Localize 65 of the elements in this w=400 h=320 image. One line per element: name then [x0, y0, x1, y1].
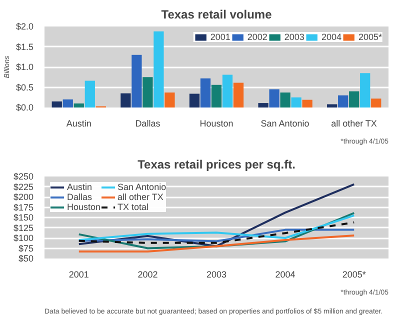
- bar: [74, 103, 84, 108]
- chart-title: Texas retail prices per sq.ft.: [138, 158, 296, 172]
- bar: [211, 84, 222, 108]
- legend-label: San Antonio: [118, 182, 166, 192]
- x-tick-label: 2004: [275, 270, 296, 280]
- bar: [258, 103, 268, 108]
- bar: [52, 101, 62, 108]
- legend-label: Austin: [67, 182, 92, 192]
- line-series: [78, 234, 356, 253]
- y-tick-label: $200: [13, 192, 34, 202]
- y-tick-label: $225: [13, 182, 34, 192]
- bar: [291, 97, 302, 108]
- bar: [302, 100, 312, 108]
- line-series: [78, 214, 356, 242]
- line-series: [78, 221, 356, 244]
- line-series: [78, 212, 356, 250]
- legend-label: all other TX: [118, 192, 164, 202]
- bar: [327, 104, 338, 108]
- y-tick-label: $0.5: [16, 82, 34, 92]
- y-tick-label: $125: [13, 222, 34, 233]
- bar: [189, 94, 200, 108]
- bar: [154, 31, 164, 108]
- bar: [349, 91, 360, 108]
- bar: [142, 77, 153, 108]
- y-tick-label: $250: [13, 172, 34, 182]
- bar: [164, 92, 175, 108]
- bar: [222, 74, 233, 108]
- x-tick-label: 2003: [206, 270, 227, 280]
- x-tick-label: all other TX: [331, 118, 377, 128]
- legend-label: 2001: [210, 32, 230, 42]
- chart-title: Texas retail volume: [161, 8, 272, 22]
- y-tick-label: $175: [13, 202, 34, 212]
- legend-label: 2004: [321, 32, 342, 42]
- y-tick-label: $150: [13, 212, 34, 222]
- x-tick-label: Dallas: [135, 118, 161, 128]
- legend-label: Houston: [67, 202, 101, 212]
- bar: [120, 93, 131, 108]
- x-tick-label: San Antonio: [260, 118, 310, 128]
- bar: [269, 89, 280, 108]
- legend-label: 2002: [247, 32, 268, 42]
- legend-label: 2003: [284, 32, 304, 42]
- y-tick-label: $50: [18, 254, 34, 264]
- x-tick-label: Houston: [200, 118, 234, 128]
- bar: [280, 92, 290, 108]
- y-tick-label: $100: [13, 233, 34, 243]
- y-tick-label: $0.0: [16, 102, 34, 112]
- x-tick-label: 2005*: [342, 270, 366, 280]
- legend-label: TX total: [118, 202, 149, 212]
- legend-label: Dallas: [67, 192, 92, 202]
- y-tick-label: $1.5: [16, 42, 34, 52]
- bar: [371, 98, 382, 108]
- y-tick-label: $75: [18, 243, 34, 254]
- bar: [132, 54, 142, 108]
- x-tick-label: Austin: [66, 118, 92, 128]
- x-tick-label: 2002: [138, 270, 158, 280]
- legend-label: 2005*: [358, 32, 382, 42]
- bar: [84, 80, 95, 108]
- y-tick-label: $2.0: [16, 22, 34, 32]
- bar: [62, 99, 73, 108]
- bar: [233, 82, 244, 108]
- bar: [338, 95, 348, 108]
- bar: [200, 78, 211, 108]
- x-tick-label: 2001: [68, 270, 89, 280]
- y-tick-label: $1.0: [16, 62, 34, 72]
- bar: [360, 73, 370, 108]
